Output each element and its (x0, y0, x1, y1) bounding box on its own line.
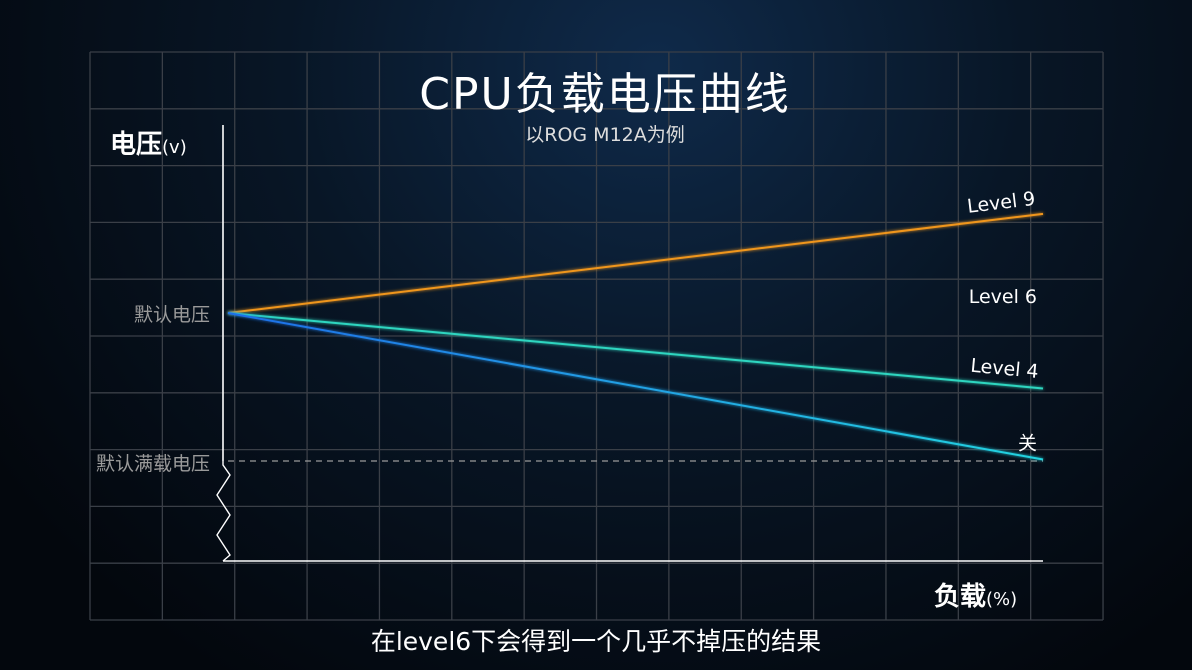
x-axis-title: 负载 (934, 582, 987, 612)
series-line-off (227, 312, 1044, 461)
axes (216, 125, 1043, 562)
series-labels: Level 9 Level 6 Level 4 关 (966, 188, 1040, 455)
y-axis-title: 电压 (110, 130, 163, 160)
series-line-level-9 (227, 212, 1044, 314)
series-lines (227, 212, 1044, 461)
y-axis-label: 电压(v) (110, 124, 187, 161)
series-label: 关 (1018, 433, 1037, 455)
series-label: Level 9 (966, 188, 1036, 218)
subtitle-caption: 在level6下会得到一个几乎不掉压的结果 (370, 627, 822, 656)
chart-subtitle: 以ROG M12A为例 (525, 124, 685, 146)
y-tick-full-load-voltage: 默认满载电压 (95, 453, 210, 475)
x-axis-label: 负载(%) (934, 576, 1017, 613)
y-tick-default-voltage: 默认电压 (133, 304, 210, 326)
x-axis-unit: (%) (986, 589, 1018, 610)
series-label: Level 6 (969, 286, 1037, 308)
y-axis-break-zigzag (216, 461, 231, 562)
series-label: Level 4 (969, 355, 1039, 383)
series-line-level-4 (227, 312, 1044, 390)
y-axis-unit: (v) (162, 137, 187, 158)
grid (89, 51, 1104, 621)
chart-title: CPU负载电压曲线 (419, 69, 791, 120)
